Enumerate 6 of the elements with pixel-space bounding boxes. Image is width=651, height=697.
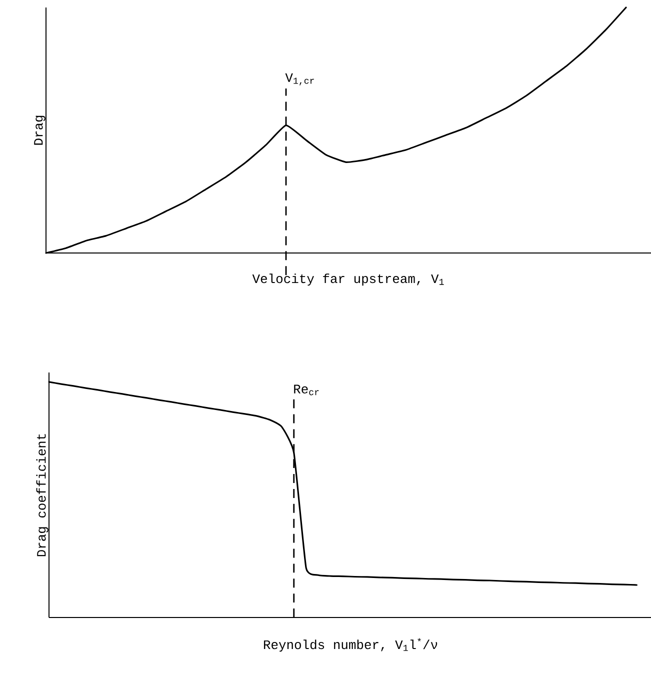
y-axis-title: Drag	[34, 116, 46, 145]
annotation: V$_{1,cr}$	[285, 73, 314, 86]
x-axis-title: Velocity far upstream, V$_{1}$	[252, 274, 444, 286]
y-axis-title: Drag coefficient	[36, 434, 48, 556]
x-axis-title: Reynolds number, V$_{1}$l$^{*}$/ν	[264, 638, 438, 652]
annotation: Re$_{cr}$	[294, 384, 319, 396]
